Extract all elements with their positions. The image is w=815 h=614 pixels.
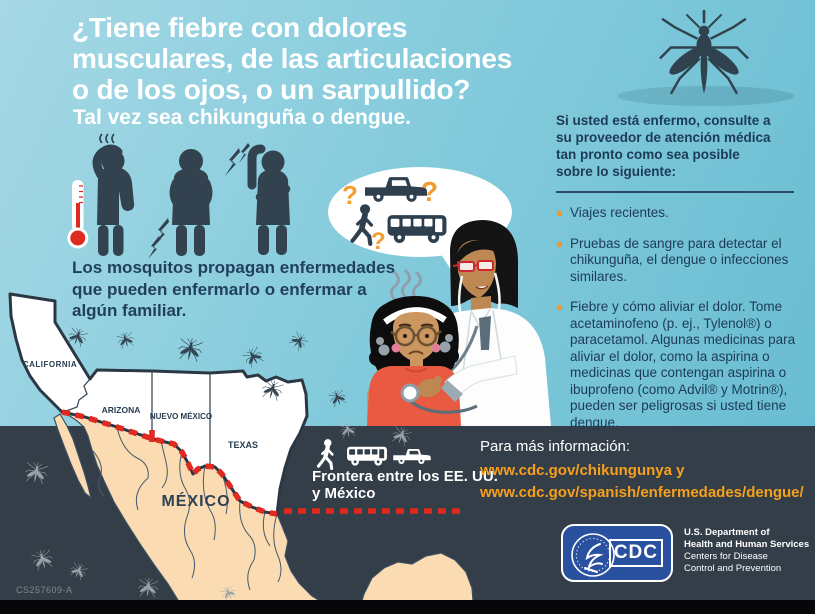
small-mosquito-icon (176, 336, 204, 366)
document-code: CS257609-A (16, 585, 73, 595)
divider (556, 191, 794, 193)
poster-subtitle: Tal vez sea chikunguña o dengue. (73, 106, 412, 129)
walking-person-icon (318, 439, 332, 468)
us-mexico-map: CALIFORNIA ARIZONA NUEVO MÉXICO TEXAS MÉ… (8, 292, 475, 614)
girl-figure (367, 296, 461, 426)
info-lead: Para más información: (480, 438, 631, 455)
bullet-icon (557, 211, 562, 216)
truck-icon (393, 449, 431, 464)
mexico-state-lines (91, 426, 282, 591)
link-chikungunya[interactable]: www.cdc.gov/chikungunya y (480, 462, 685, 479)
label-mexico: MÉXICO (161, 491, 230, 510)
label-arizona: ARIZONA (102, 405, 141, 415)
poster-title: ¿Tiene fiebre con dolores musculares, de… (72, 12, 513, 105)
list-item: Pruebas de sangre para detectar el chiku… (556, 236, 806, 286)
question-mark-icon: ? (371, 228, 386, 255)
sick-people-illustration (67, 133, 291, 259)
girl-glasses-icon (390, 325, 442, 347)
large-mosquito-icon (618, 10, 794, 106)
mosquito-message: Los mosquitos propagan enfermedades que … (72, 258, 396, 320)
person-armpain-icon (225, 143, 291, 255)
doctor-arm (400, 355, 518, 414)
legend-icons (316, 437, 431, 471)
bullet-icon (557, 241, 562, 247)
more-info-block: Para más información: www.cdc.gov/chikun… (480, 438, 804, 504)
label-nuevo-mexico: NUEVO MÉXICO (150, 412, 212, 421)
bus-icon (347, 446, 387, 466)
doctor-patient-illustration (328, 167, 551, 426)
link-dengue[interactable]: www.cdc.gov/spanish/enfermedades/dengue/ (480, 484, 804, 501)
cdc-acronym: CDC (608, 539, 663, 567)
cdc-logo: CDC (561, 524, 673, 582)
small-mosquito-icon (137, 577, 159, 601)
headband (383, 307, 447, 325)
stethoscope-chestpiece-icon (400, 383, 420, 403)
label-california: CALIFORNIA (23, 360, 77, 369)
bullet-icon (557, 305, 562, 310)
advice-list: Viajes recientes. Pruebas de sangre para… (556, 205, 806, 431)
border-dashed-line (61, 409, 461, 517)
question-mark-icon: ? (342, 180, 358, 210)
footer-branding: CDC U.S. Department of Health and Human … (561, 524, 809, 582)
agency-text: U.S. Department of Health and Human Serv… (684, 527, 810, 574)
advice-heading: Si usted está enfermo, consulte a su pro… (556, 113, 771, 179)
us-state-lines (61, 371, 211, 466)
red-glasses-icon (452, 260, 494, 272)
person-stomachache-icon (148, 149, 213, 259)
label-texas: TEXAS (228, 440, 258, 450)
small-mosquito-icon (23, 460, 49, 487)
list-item: Fiebre y cómo aliviar el dolor. Tome ace… (556, 299, 806, 431)
list-item: Viajes recientes. (556, 205, 806, 222)
advice-panel: Si usted está enfermo, consulte a su pro… (556, 112, 806, 445)
question-mark-icon: ? (421, 176, 439, 207)
thermometer-icon (67, 180, 89, 249)
heat-squiggles-icon (390, 269, 422, 302)
border-legend-label: Frontera entre los EE. UU. y México (312, 468, 498, 502)
person-headache-icon (92, 144, 135, 256)
fever-squiggles-icon (99, 133, 115, 144)
bottom-black-bar (0, 600, 815, 614)
mexico-shape (53, 411, 475, 614)
